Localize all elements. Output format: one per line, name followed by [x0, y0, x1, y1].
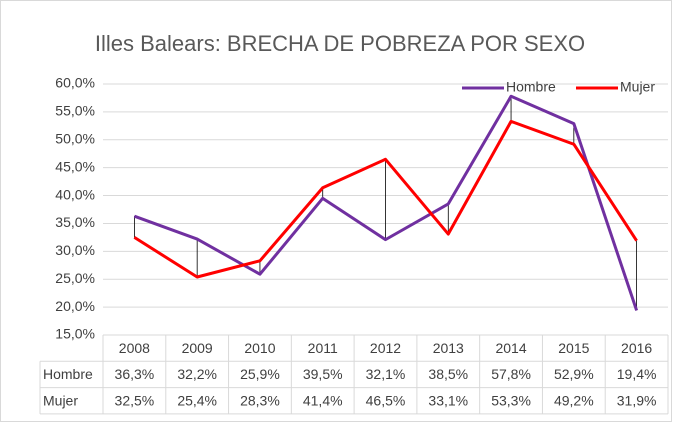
table-cell: 19,4% [617, 366, 657, 382]
y-tick-label: 30,0% [55, 242, 95, 258]
table-cell: 41,4% [303, 392, 343, 408]
y-tick-label: 15,0% [55, 326, 95, 342]
x-tick-label: 2015 [558, 340, 589, 356]
table-row-label: Mujer [43, 392, 78, 408]
table-cell: 32,2% [177, 366, 217, 382]
x-tick-label: 2014 [495, 340, 526, 356]
table-cell: 32,1% [366, 366, 406, 382]
y-tick-label: 25,0% [55, 270, 95, 286]
series-line [133, 119, 638, 279]
y-tick-label: 20,0% [55, 298, 95, 314]
table-cell: 28,3% [240, 392, 280, 408]
table-cell: 33,1% [428, 392, 468, 408]
y-tick-label: 60,0% [55, 75, 95, 91]
table-cell: 31,9% [617, 392, 657, 408]
x-tick-label: 2016 [621, 340, 652, 356]
chart-title: Illes Balears: BRECHA DE POBREZA POR SEX… [95, 31, 585, 56]
table-cell: 46,5% [366, 392, 406, 408]
x-tick-label: 2009 [182, 340, 213, 356]
y-tick-label: 35,0% [55, 214, 95, 230]
x-tick-label: 2011 [308, 340, 338, 356]
table-cell: 57,8% [491, 366, 531, 382]
table-cell: 53,3% [491, 392, 531, 408]
y-tick-label: 40,0% [55, 186, 95, 202]
x-tick-label: 2008 [119, 340, 150, 356]
x-tick-label: 2013 [433, 340, 464, 356]
table-cell: 38,5% [428, 366, 468, 382]
y-tick-label: 55,0% [55, 103, 95, 119]
x-tick-label: 2010 [244, 340, 275, 356]
legend-label: Mujer [620, 79, 655, 95]
table-row-label: Hombre [43, 366, 93, 382]
table-cell: 49,2% [554, 392, 594, 408]
table-cell: 25,4% [177, 392, 217, 408]
table-cell: 36,3% [115, 366, 155, 382]
legend-label: Hombre [506, 79, 556, 95]
y-tick-label: 50,0% [55, 130, 95, 146]
table-cell: 32,5% [115, 392, 155, 408]
table-cell: 52,9% [554, 366, 594, 382]
x-tick-label: 2012 [370, 340, 401, 356]
series-line [133, 94, 639, 311]
table-cell: 39,5% [303, 366, 343, 382]
table-cell: 25,9% [240, 366, 280, 382]
y-tick-label: 45,0% [55, 158, 95, 174]
